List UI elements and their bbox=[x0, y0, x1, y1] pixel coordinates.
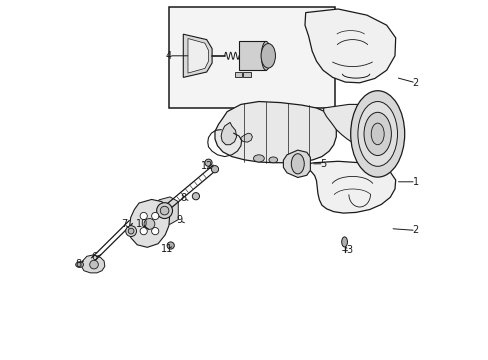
Text: 1: 1 bbox=[412, 177, 418, 187]
Ellipse shape bbox=[253, 155, 264, 162]
Ellipse shape bbox=[151, 228, 159, 235]
Text: 11: 11 bbox=[161, 244, 173, 254]
Ellipse shape bbox=[341, 237, 347, 247]
Ellipse shape bbox=[291, 154, 304, 174]
Text: 8: 8 bbox=[75, 258, 81, 269]
Polygon shape bbox=[305, 9, 395, 83]
Ellipse shape bbox=[144, 219, 155, 229]
Polygon shape bbox=[81, 255, 104, 273]
Ellipse shape bbox=[140, 212, 147, 220]
Bar bbox=[243, 72, 250, 77]
Polygon shape bbox=[294, 161, 395, 213]
Ellipse shape bbox=[125, 226, 136, 237]
Ellipse shape bbox=[261, 44, 275, 68]
Polygon shape bbox=[129, 199, 169, 247]
Polygon shape bbox=[187, 39, 208, 73]
Ellipse shape bbox=[76, 262, 83, 267]
Ellipse shape bbox=[167, 242, 174, 249]
Polygon shape bbox=[183, 34, 212, 77]
Text: 4: 4 bbox=[165, 51, 172, 61]
Ellipse shape bbox=[140, 228, 147, 235]
Bar bbox=[168, 7, 334, 108]
Polygon shape bbox=[241, 133, 252, 142]
Ellipse shape bbox=[363, 112, 390, 156]
Text: 10: 10 bbox=[136, 219, 148, 229]
Ellipse shape bbox=[151, 212, 159, 220]
Polygon shape bbox=[221, 122, 236, 145]
Bar bbox=[234, 72, 242, 77]
Ellipse shape bbox=[357, 102, 397, 166]
Text: 3: 3 bbox=[345, 245, 351, 255]
Bar bbox=[239, 41, 265, 70]
Ellipse shape bbox=[89, 260, 98, 269]
Text: 6: 6 bbox=[91, 252, 97, 262]
Ellipse shape bbox=[268, 157, 277, 163]
Text: 5: 5 bbox=[320, 159, 326, 169]
Ellipse shape bbox=[128, 228, 134, 234]
Ellipse shape bbox=[156, 203, 172, 219]
Polygon shape bbox=[323, 104, 399, 148]
Ellipse shape bbox=[211, 166, 218, 173]
Text: 12: 12 bbox=[200, 161, 212, 171]
Ellipse shape bbox=[204, 159, 212, 166]
Polygon shape bbox=[215, 102, 336, 163]
Ellipse shape bbox=[160, 206, 168, 215]
Ellipse shape bbox=[370, 123, 384, 145]
Ellipse shape bbox=[350, 91, 404, 177]
Polygon shape bbox=[283, 150, 310, 177]
Text: 9: 9 bbox=[176, 215, 182, 225]
Text: 2: 2 bbox=[412, 225, 418, 235]
Ellipse shape bbox=[192, 193, 199, 200]
Text: 8: 8 bbox=[180, 193, 186, 203]
Ellipse shape bbox=[261, 41, 270, 70]
Polygon shape bbox=[155, 197, 178, 224]
Text: 7: 7 bbox=[121, 219, 127, 229]
Text: 2: 2 bbox=[412, 78, 418, 88]
